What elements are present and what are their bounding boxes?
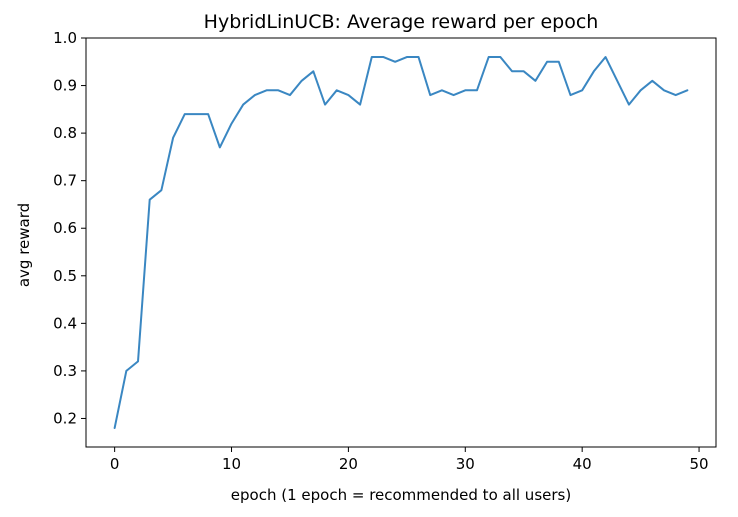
data-point	[371, 56, 372, 57]
x-axis: 0 10 20 30 40 50	[110, 447, 709, 473]
data-point	[488, 56, 489, 57]
data-point	[289, 94, 290, 95]
data-point	[511, 71, 512, 72]
data-point	[570, 94, 571, 95]
x-tick-label: 10	[222, 455, 241, 473]
data-point	[523, 71, 524, 72]
y-tick-label: 1.0	[53, 29, 77, 47]
data-point	[336, 90, 337, 91]
plot-frame	[85, 37, 717, 448]
x-tick-label: 50	[690, 455, 709, 473]
chart-title: HybridLinUCB: Average reward per epoch	[204, 11, 599, 33]
x-tick-label: 40	[573, 455, 592, 473]
data-point	[348, 94, 349, 95]
data-point	[126, 370, 127, 371]
x-axis-label: epoch (1 epoch = recommended to all user…	[231, 486, 571, 504]
data-point	[675, 94, 676, 95]
y-tick-label: 0.9	[53, 77, 77, 95]
data-point	[406, 56, 407, 57]
data-point	[219, 147, 220, 148]
data-point	[605, 56, 606, 57]
y-tick-label: 0.6	[53, 219, 77, 237]
data-point	[453, 94, 454, 95]
data-point	[231, 123, 232, 124]
y-axis: 0.2 0.3 0.4 0.5 0.6 0.7 0.8 0.9 1.0	[53, 29, 86, 427]
data-point	[652, 80, 653, 81]
data-point	[430, 94, 431, 95]
data-point	[687, 90, 688, 91]
data-point	[547, 61, 548, 62]
data-point	[395, 61, 396, 62]
x-tick-label: 30	[456, 455, 475, 473]
y-tick-label: 0.8	[53, 124, 77, 142]
data-point	[465, 90, 466, 91]
data-point	[313, 71, 314, 72]
data-point	[593, 71, 594, 72]
data-point	[196, 113, 197, 114]
y-tick-label: 0.2	[53, 409, 77, 427]
data-point	[500, 56, 501, 57]
series-line	[113, 56, 689, 429]
data-point	[628, 104, 629, 105]
data-point	[184, 113, 185, 114]
y-tick-label: 0.4	[53, 314, 77, 332]
y-axis-label: avg reward	[15, 203, 33, 287]
data-point	[243, 104, 244, 105]
data-point	[383, 56, 384, 57]
data-point	[640, 90, 641, 91]
data-point	[582, 90, 583, 91]
data-point	[301, 80, 302, 81]
data-point	[161, 190, 162, 191]
data-point	[359, 104, 360, 105]
x-tick-label: 20	[339, 455, 358, 473]
plot-area	[85, 37, 717, 448]
data-point	[114, 427, 115, 428]
data-point	[137, 361, 138, 362]
data-point	[266, 90, 267, 91]
data-point	[441, 90, 442, 91]
data-point	[418, 56, 419, 57]
y-tick-label: 0.3	[53, 362, 77, 380]
data-point	[617, 80, 618, 81]
data-point	[663, 90, 664, 91]
x-tick-label: 0	[110, 455, 120, 473]
y-tick-label: 0.5	[53, 267, 77, 285]
data-point	[208, 113, 209, 114]
series-layer	[113, 56, 689, 429]
data-point	[254, 94, 255, 95]
data-point	[149, 199, 150, 200]
y-tick-label: 0.7	[53, 172, 77, 190]
data-point	[558, 61, 559, 62]
data-point	[278, 90, 279, 91]
data-point	[172, 137, 173, 138]
data-point	[476, 90, 477, 91]
data-point	[324, 104, 325, 105]
data-point	[535, 80, 536, 81]
